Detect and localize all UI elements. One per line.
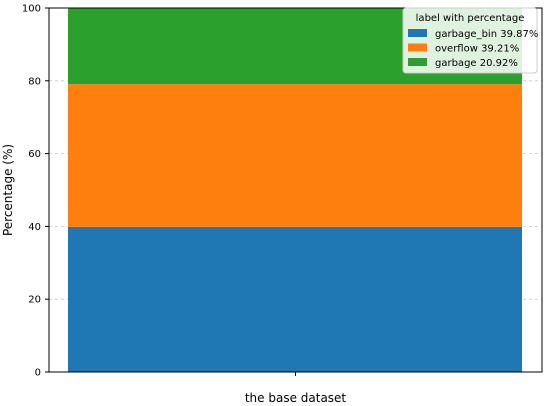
bar-segment-0 [68,226,522,372]
y-tick-label: 0 [35,368,41,379]
y-tick-label: 80 [28,76,41,87]
legend: label with percentage garbage_bin 39.87% o… [402,7,538,74]
y-axis-ticks: 0 20 40 60 80 100 [22,4,49,379]
x-axis-label: the base dataset [245,391,347,405]
y-axis-label: Percentage (%) [1,144,15,236]
y-tick-label: 40 [28,222,41,233]
legend-label-2: garbage 20.92% [435,58,518,69]
legend-swatch-1 [408,43,427,52]
legend-swatch-0 [408,29,427,37]
y-tick-label: 100 [22,4,41,15]
legend-title: label with percentage [416,13,525,24]
legend-label-1: overflow 39.21% [435,44,519,55]
legend-label-0: garbage_bin 39.87% [435,29,538,40]
bar-segment-1 [68,84,522,227]
y-tick-label: 60 [28,149,41,160]
y-tick-label: 20 [28,295,41,306]
legend-swatch-2 [408,58,427,66]
legend-box [402,7,538,74]
